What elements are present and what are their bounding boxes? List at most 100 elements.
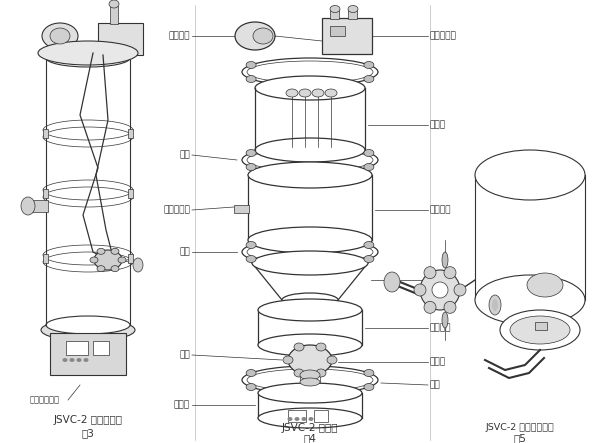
Ellipse shape <box>50 28 70 44</box>
Ellipse shape <box>246 256 256 263</box>
Ellipse shape <box>527 273 563 297</box>
Ellipse shape <box>316 343 326 351</box>
Ellipse shape <box>348 5 358 12</box>
Ellipse shape <box>489 295 501 315</box>
Ellipse shape <box>510 316 570 344</box>
Bar <box>330 10 339 19</box>
Ellipse shape <box>111 266 119 272</box>
Text: 过滤器: 过滤器 <box>430 120 446 129</box>
Ellipse shape <box>258 383 362 403</box>
Ellipse shape <box>255 138 365 162</box>
Ellipse shape <box>253 28 273 44</box>
Ellipse shape <box>300 378 320 386</box>
Ellipse shape <box>384 272 400 292</box>
Ellipse shape <box>288 345 332 375</box>
Bar <box>128 129 133 138</box>
Ellipse shape <box>246 369 256 377</box>
Ellipse shape <box>62 358 67 362</box>
Bar <box>288 410 306 422</box>
Bar <box>348 10 357 19</box>
Bar <box>28 200 48 212</box>
Ellipse shape <box>133 258 143 272</box>
Ellipse shape <box>282 293 338 307</box>
Bar <box>314 410 328 422</box>
Bar <box>66 341 88 355</box>
Ellipse shape <box>90 257 98 263</box>
Ellipse shape <box>424 301 436 313</box>
Ellipse shape <box>258 299 362 321</box>
Text: 接输料软管: 接输料软管 <box>163 206 190 214</box>
Ellipse shape <box>248 162 372 188</box>
Ellipse shape <box>327 356 337 364</box>
Ellipse shape <box>500 310 580 350</box>
Bar <box>322 18 372 54</box>
Ellipse shape <box>41 319 135 341</box>
Text: JSVC-2 放料门结构图: JSVC-2 放料门结构图 <box>485 424 554 432</box>
Ellipse shape <box>312 89 324 97</box>
Ellipse shape <box>235 22 275 50</box>
Ellipse shape <box>287 417 293 421</box>
Ellipse shape <box>246 75 256 82</box>
Ellipse shape <box>364 62 374 69</box>
Ellipse shape <box>432 282 448 298</box>
Ellipse shape <box>475 275 585 325</box>
Ellipse shape <box>42 23 78 49</box>
Ellipse shape <box>77 358 82 362</box>
Ellipse shape <box>246 241 256 249</box>
Ellipse shape <box>258 408 362 428</box>
Ellipse shape <box>300 370 320 380</box>
Ellipse shape <box>424 267 436 279</box>
Bar <box>110 6 118 24</box>
Ellipse shape <box>299 89 311 97</box>
Ellipse shape <box>364 241 374 249</box>
Ellipse shape <box>364 163 374 171</box>
Bar <box>330 26 345 36</box>
Ellipse shape <box>442 252 448 268</box>
Ellipse shape <box>255 76 365 100</box>
Ellipse shape <box>94 250 122 270</box>
Text: 卡箍: 卡箍 <box>179 350 190 360</box>
Bar <box>43 254 48 263</box>
Ellipse shape <box>46 49 130 67</box>
Ellipse shape <box>109 0 119 8</box>
Text: JSVC-2 结构图: JSVC-2 结构图 <box>282 423 338 433</box>
Ellipse shape <box>330 5 340 12</box>
Ellipse shape <box>294 343 304 351</box>
Ellipse shape <box>38 41 138 65</box>
Text: 桶圈: 桶圈 <box>179 248 190 256</box>
Ellipse shape <box>246 384 256 390</box>
Ellipse shape <box>283 356 293 364</box>
Ellipse shape <box>97 266 105 272</box>
Text: 桶圈: 桶圈 <box>430 381 441 389</box>
Bar <box>93 341 109 355</box>
Text: 放转气缸: 放转气缸 <box>430 323 452 333</box>
Ellipse shape <box>111 249 119 254</box>
Ellipse shape <box>97 249 105 254</box>
Text: 真空料斗: 真空料斗 <box>430 206 452 214</box>
Text: 放料门: 放料门 <box>430 358 446 366</box>
Text: JSVC-2 管路连接图: JSVC-2 管路连接图 <box>53 415 122 425</box>
Ellipse shape <box>294 369 304 377</box>
Bar <box>535 322 547 330</box>
Ellipse shape <box>118 257 126 263</box>
Ellipse shape <box>21 197 35 215</box>
Ellipse shape <box>246 62 256 69</box>
Text: 桶圈: 桶圈 <box>179 151 190 159</box>
Text: 反吹气包: 反吹气包 <box>169 31 190 40</box>
Ellipse shape <box>364 369 374 377</box>
Ellipse shape <box>252 251 368 275</box>
Text: 图4: 图4 <box>304 433 316 443</box>
Ellipse shape <box>246 163 256 171</box>
Bar <box>128 254 133 263</box>
Ellipse shape <box>70 358 74 362</box>
Ellipse shape <box>246 149 256 156</box>
Ellipse shape <box>364 149 374 156</box>
Ellipse shape <box>295 417 299 421</box>
Ellipse shape <box>364 75 374 82</box>
Ellipse shape <box>302 417 307 421</box>
Ellipse shape <box>420 270 460 310</box>
Ellipse shape <box>475 150 585 200</box>
Ellipse shape <box>316 369 326 377</box>
Ellipse shape <box>444 267 456 279</box>
Text: 真空发生器: 真空发生器 <box>430 31 457 40</box>
